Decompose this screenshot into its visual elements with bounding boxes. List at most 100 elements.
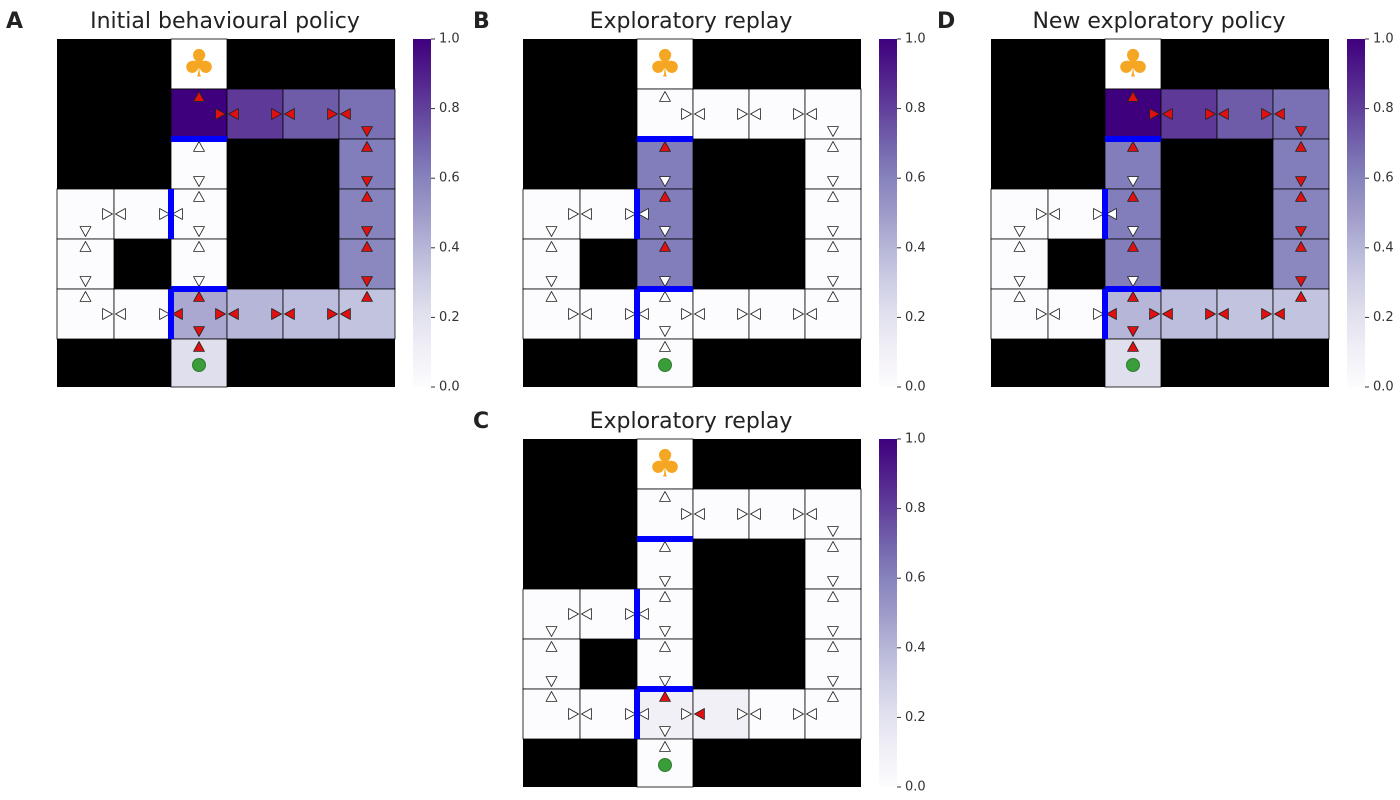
colorbar-tick-label: 0.6 [905, 571, 926, 586]
panel-b: B Exploratory replay ♣ 0.0 0.2 0.4 0.6 0.8 1.0 [473, 9, 926, 395]
colorbar-tick-label: 0.6 [439, 171, 460, 186]
unreplayed-arrow-right-icon [568, 608, 579, 620]
unreplayed-arrow-up-icon [827, 641, 839, 652]
unreplayed-arrow-right-icon [793, 108, 804, 120]
unreplayed-arrow-up-icon [659, 591, 671, 602]
unreplayed-arrow-down-icon [659, 676, 671, 687]
unreplayed-arrow-right-icon [737, 108, 748, 120]
unreplayed-arrow-down-icon [659, 326, 671, 337]
replayed-arrow-left-icon [1218, 108, 1229, 120]
maze-cell-r0-c2 [636, 38, 694, 90]
colorbar [413, 39, 431, 387]
replayed-arrow-left-icon [1162, 108, 1173, 120]
replayed-arrow-up-icon [1295, 241, 1307, 252]
unreplayed-arrow-left-icon [172, 208, 183, 220]
replayed-arrow-up-icon [659, 241, 671, 252]
replayed-arrow-up-icon [1127, 291, 1139, 302]
unreplayed-arrow-up-icon [659, 91, 671, 102]
replayed-arrow-left-icon [172, 308, 183, 320]
unreplayed-arrow-up-icon [1013, 241, 1026, 252]
unreplayed-arrow-right-icon [793, 308, 804, 320]
unreplayed-arrow-up-icon [659, 491, 671, 502]
unreplayed-arrow-up-icon [193, 141, 205, 152]
panel-letter: C [473, 409, 489, 434]
unreplayed-arrow-right-icon [1036, 208, 1047, 220]
unreplayed-arrow-up-icon [193, 241, 205, 252]
colorbar-tick-label: 0.0 [1373, 380, 1394, 395]
unreplayed-arrow-left-icon [581, 708, 592, 720]
unreplayed-arrow-up-icon [659, 291, 671, 302]
unreplayed-arrow-left-icon [806, 508, 817, 520]
maze-cell-r0-c2 [1104, 38, 1162, 90]
replayed-arrow-down-icon [361, 276, 373, 287]
replayed-arrow-down-icon [361, 176, 373, 187]
unreplayed-arrow-down-icon [827, 226, 839, 237]
replayed-arrow-down-icon [1295, 276, 1307, 287]
start-marker-icon [192, 358, 206, 372]
replayed-arrow-left-icon [228, 308, 239, 320]
colorbar-tick-label: 0.0 [439, 380, 460, 395]
unreplayed-arrow-up-icon [79, 291, 92, 302]
replayed-arrow-down-icon [1127, 326, 1139, 337]
replayed-arrow-up-icon [1127, 241, 1139, 252]
colorbar-tick-label: 0.2 [905, 710, 926, 725]
unreplayed-arrow-right-icon [737, 308, 748, 320]
unreplayed-arrow-left-icon [694, 508, 705, 520]
unreplayed-arrow-up-icon [827, 191, 839, 202]
replayed-arrow-right-icon [327, 108, 338, 120]
unreplayed-arrow-right-icon [102, 208, 113, 220]
unreplayed-arrow-down-icon [1013, 276, 1026, 287]
unreplayed-arrow-right-icon [625, 608, 636, 620]
maze-cell-r0-c2 [636, 438, 694, 490]
colorbar-tick-label: 0.8 [1373, 101, 1394, 116]
replayed-arrow-up-icon [1127, 341, 1139, 352]
replayed-arrow-down-icon [361, 226, 373, 237]
colorbar-tick-label: 0.2 [1373, 310, 1394, 325]
unreplayed-arrow-right-icon [1093, 308, 1104, 320]
colorbar-tick-label: 0.8 [905, 101, 926, 116]
panel-title: Exploratory replay [590, 409, 793, 434]
start-marker-icon [1126, 358, 1140, 372]
replayed-arrow-up-icon [193, 341, 205, 352]
panel-title: Exploratory replay [590, 9, 793, 34]
unreplayed-arrow-right-icon [568, 308, 579, 320]
unreplayed-arrow-left-icon [694, 308, 705, 320]
unreplayed-arrow-left-icon [806, 308, 817, 320]
panel-letter: B [473, 9, 490, 34]
panel-a: A Initial behavioural policy ♣ 0.0 0.2 0.4 0.6… [6, 9, 460, 395]
unreplayed-arrow-up-icon [659, 541, 671, 552]
unreplayed-arrow-left-icon [581, 608, 592, 620]
replayed-arrow-right-icon [1205, 108, 1216, 120]
unreplayed-arrow-down-icon [659, 576, 671, 587]
colorbar-tick-label: 0.6 [1373, 171, 1394, 186]
unreplayed-arrow-down-icon [659, 176, 671, 187]
unreplayed-arrow-down-icon [659, 726, 671, 737]
unreplayed-arrow-up-icon [827, 291, 839, 302]
replayed-arrow-up-icon [1295, 191, 1307, 202]
unreplayed-arrow-down-icon [545, 276, 558, 287]
unreplayed-arrow-up-icon [827, 141, 839, 152]
replayed-arrow-left-icon [1218, 308, 1229, 320]
replayed-arrow-up-icon [659, 191, 671, 202]
replayed-arrow-left-icon [1162, 308, 1173, 320]
unreplayed-arrow-down-icon [1127, 226, 1139, 237]
replayed-arrow-up-icon [361, 191, 373, 202]
unreplayed-arrow-right-icon [793, 508, 804, 520]
unreplayed-arrow-down-icon [193, 176, 205, 187]
unreplayed-arrow-down-icon [827, 526, 839, 537]
replayed-arrow-left-icon [284, 308, 295, 320]
colorbar-tick-label: 1.0 [439, 32, 460, 47]
unreplayed-arrow-down-icon [659, 626, 671, 637]
panel-letter: D [937, 9, 955, 34]
unreplayed-arrow-down-icon [193, 226, 205, 237]
replayed-arrow-left-icon [340, 308, 351, 320]
replayed-arrow-left-icon [284, 108, 295, 120]
unreplayed-arrow-up-icon [827, 691, 839, 702]
unreplayed-arrow-right-icon [1093, 208, 1104, 220]
goal-clover-icon: ♣ [648, 42, 682, 86]
unreplayed-arrow-up-icon [659, 641, 671, 652]
unreplayed-arrow-right-icon [737, 508, 748, 520]
goal-clover-icon: ♣ [1116, 42, 1150, 86]
replayed-arrow-left-icon [340, 108, 351, 120]
replayed-arrow-up-icon [1127, 91, 1139, 102]
